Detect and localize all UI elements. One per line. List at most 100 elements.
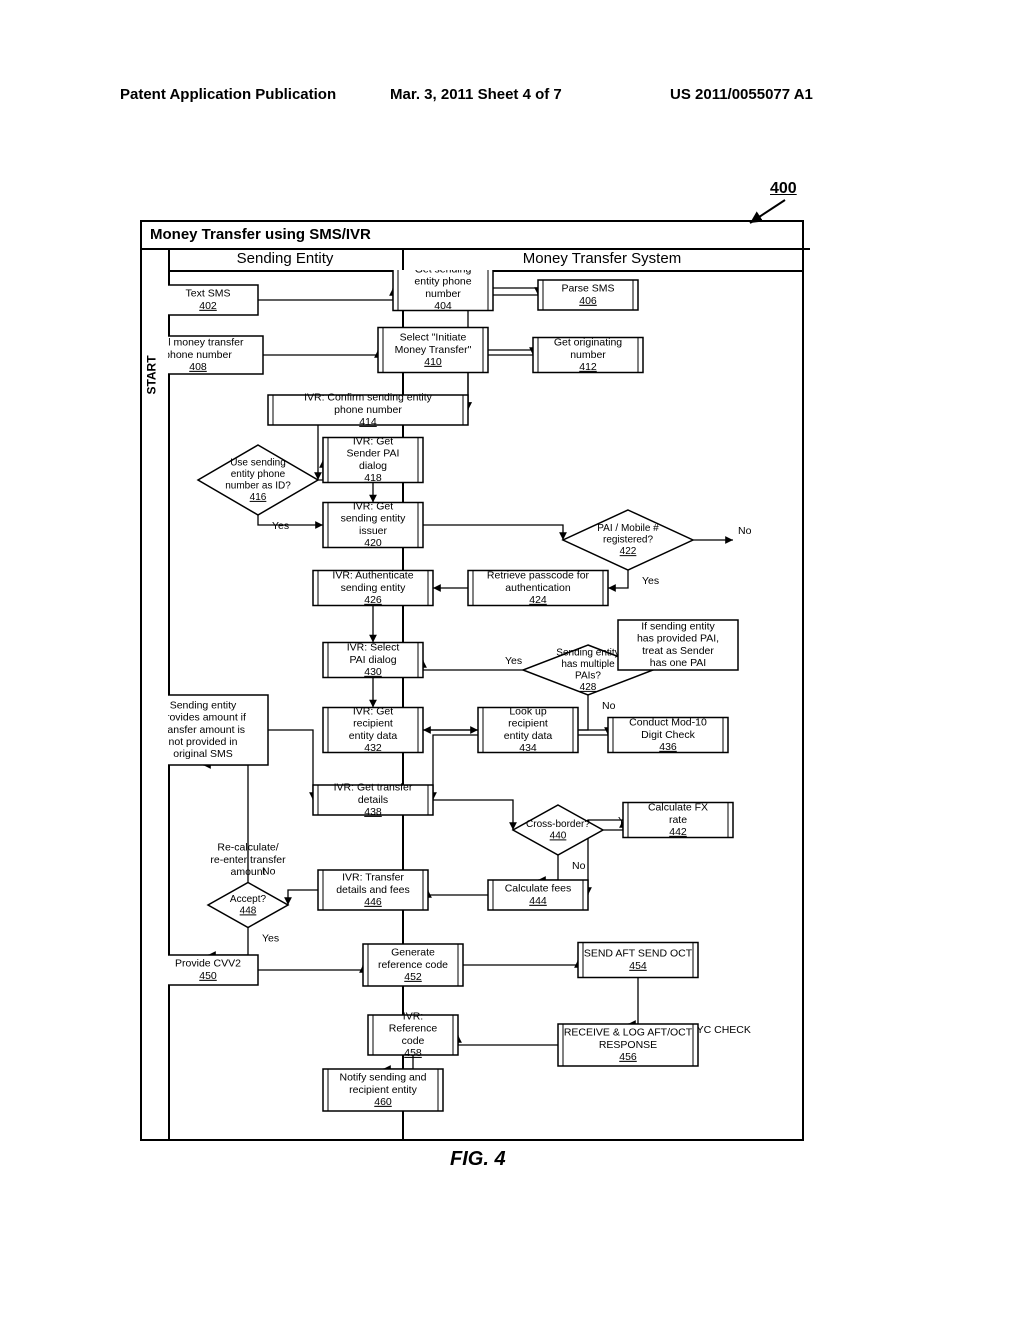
svg-text:has multiple: has multiple [561,659,615,670]
svg-text:recipient entity: recipient entity [349,1084,417,1096]
svg-text:Digit Check: Digit Check [641,729,695,741]
header-date-sheet: Mar. 3, 2011 Sheet 4 of 7 [390,86,562,103]
edge-n446-n448 [288,890,318,905]
svg-text:412: 412 [579,361,597,373]
svg-text:SEND AFT SEND OCT: SEND AFT SEND OCT [584,948,693,960]
svg-text:Money Transfer": Money Transfer" [395,344,472,356]
svg-text:428: 428 [580,682,597,693]
svg-text:treat as Sender: treat as Sender [642,645,714,657]
edge-n416-n420 [258,515,323,525]
node-n444: Calculate fees444 [488,880,588,910]
start-label: START [145,355,159,394]
svg-text:code: code [402,1035,425,1047]
svg-text:IVR: Get transfer: IVR: Get transfer [334,782,413,794]
node-n420: IVR: Getsending entityissuer420 [323,501,423,549]
start-column: START [142,248,170,1139]
edge-n440-n444 [538,855,558,880]
node-n412: Get originatingnumber412 [533,337,643,373]
svg-text:Parse SMS: Parse SMS [561,283,614,295]
svg-text:details and fees: details and fees [336,884,410,896]
diagram-title: Money Transfer using SMS/IVR [142,222,810,250]
svg-text:has one PAI: has one PAI [650,657,706,669]
svg-text:418: 418 [364,472,382,484]
edge-label: Yes [505,655,522,667]
node-n406: Parse SMS406 [538,280,638,310]
svg-text:420: 420 [364,537,382,549]
svg-text:entity phone: entity phone [414,276,471,288]
svg-text:458: 458 [404,1047,422,1059]
svg-text:Sending entity: Sending entity [556,647,619,658]
svg-text:number as ID?: number as ID? [225,480,291,491]
svg-text:IVR: Confirm sending entity: IVR: Confirm sending entity [304,392,433,404]
svg-text:IVR: Get: IVR: Get [353,706,393,718]
edge-n438-n440 [433,800,513,830]
svg-text:entity data: entity data [504,730,553,742]
svg-text:Reference: Reference [389,1023,438,1035]
svg-text:Notify sending and: Notify sending and [340,1072,427,1084]
node-n436: Conduct Mod-10Digit Check436 [608,717,728,753]
svg-text:amount: amount [230,866,265,878]
edge-n448-n450 [208,928,248,956]
node-n460: Notify sending andrecipient entity460 [323,1069,443,1111]
node-n437: Sending entityprovides amount iftransfer… [168,695,268,765]
svg-text:448: 448 [240,905,257,916]
svg-text:If sending entity: If sending entity [641,621,715,633]
svg-text:456: 456 [619,1051,637,1063]
svg-text:registered?: registered? [603,535,653,546]
svg-text:issuer: issuer [359,525,388,537]
svg-text:446: 446 [364,896,382,908]
svg-text:Text SMS: Text SMS [186,288,231,300]
svg-text:424: 424 [529,594,547,606]
svg-text:IVR: Get: IVR: Get [353,501,393,513]
node-n442: Calculate FXrate442 [623,802,733,838]
edge-label: Yes [262,933,279,945]
svg-text:number: number [425,288,461,300]
node-n408: Call money transferphone number408 [168,336,263,374]
svg-text:Provide CVV2: Provide CVV2 [175,958,241,970]
svg-text:rate: rate [669,814,687,826]
header-pub-number: US 2011/0055077 A1 [670,86,813,103]
svg-text:Calculate fees: Calculate fees [505,883,572,895]
svg-text:454: 454 [629,960,647,972]
svg-text:IVR: Get: IVR: Get [353,436,393,448]
svg-text:Use sending: Use sending [230,457,286,468]
node-n402: Text SMS402 [168,285,258,315]
svg-text:436: 436 [659,741,677,753]
node-n404: Get sendingentity phonenumber404 [393,270,493,312]
svg-text:recipient: recipient [353,718,393,730]
svg-text:440: 440 [550,830,567,841]
svg-text:402: 402 [199,300,217,312]
node-n410: Select "InitiateMoney Transfer"410 [378,328,488,373]
svg-text:has provided PAI,: has provided PAI, [637,633,719,645]
header-publication: Patent Application Publication [120,86,336,103]
svg-text:Sending entity: Sending entity [170,700,237,712]
node-n414: IVR: Confirm sending entityphone number4… [268,392,468,428]
swimlane-frame: Money Transfer using SMS/IVR Sending Ent… [140,220,804,1141]
patent-page: Patent Application Publication Mar. 3, 2… [0,0,1024,1320]
svg-text:442: 442 [669,826,687,838]
svg-text:Look up: Look up [509,706,547,718]
svg-text:IVR: Authenticate: IVR: Authenticate [332,570,413,582]
edge-n437-n438 [268,730,313,800]
svg-text:460: 460 [374,1096,392,1108]
edge-n456-n458 [458,1035,558,1045]
svg-text:phone number: phone number [334,404,402,416]
svg-text:438: 438 [364,806,382,818]
svg-text:details: details [358,794,388,806]
node-n450: Provide CVV2450 [168,955,258,985]
node-n430: IVR: SelectPAI dialog430 [323,642,423,678]
svg-text:Accept?: Accept? [230,894,267,905]
svg-text:phone number: phone number [168,349,232,361]
svg-text:422: 422 [620,546,637,557]
svg-text:IVR: Transfer: IVR: Transfer [342,872,404,884]
edge-label: Yes [272,520,289,532]
svg-text:IVR:: IVR: [403,1011,423,1023]
edge-n454-n456 [628,978,638,1025]
node-n424: Retrieve passcode forauthentication424 [468,570,608,606]
svg-text:Get originating: Get originating [554,337,622,349]
svg-text:Cross-border?: Cross-border? [526,819,590,830]
node-n426: IVR: Authenticatesending entity426 [313,570,433,606]
svg-text:416: 416 [250,492,267,503]
svg-text:RECEIVE & LOG AFT/OCT: RECEIVE & LOG AFT/OCT [564,1027,693,1039]
edge-n434-n436 [578,730,608,735]
